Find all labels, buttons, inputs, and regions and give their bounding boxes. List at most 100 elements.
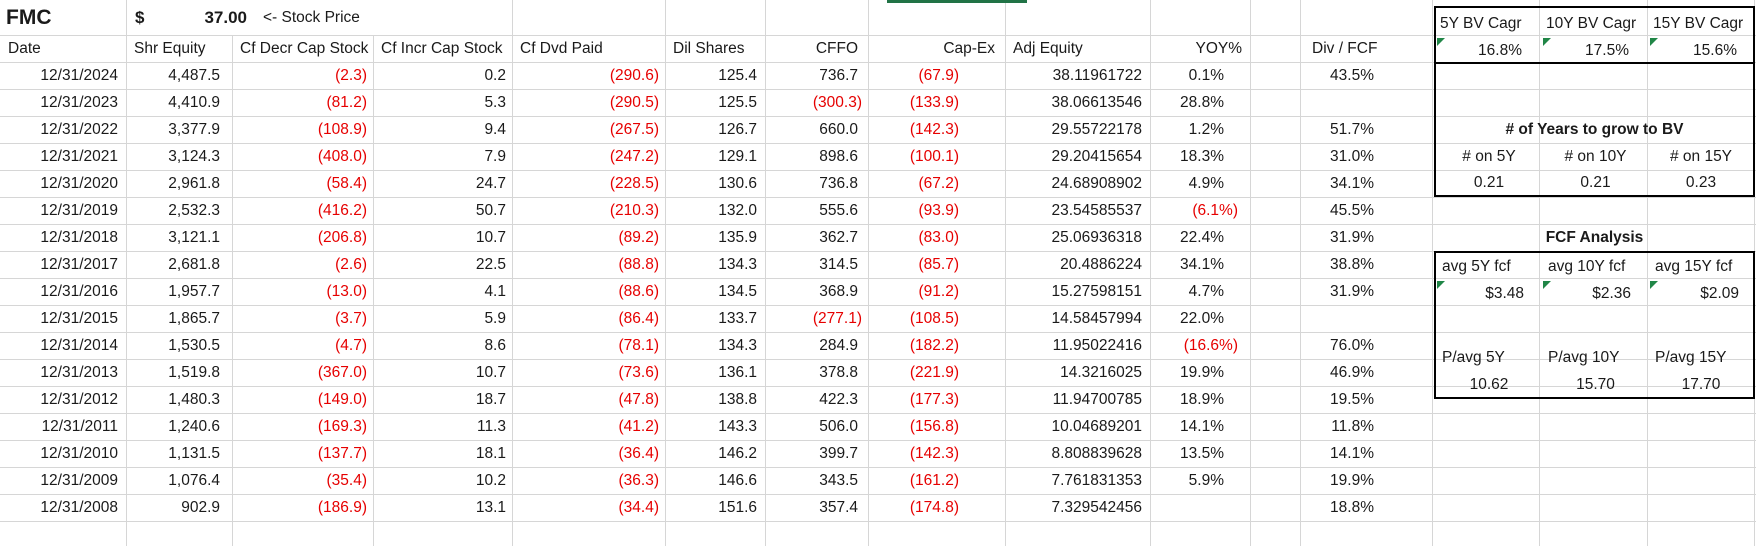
cell-cf-incr-cap-stock[interactable]: 4.1 — [484, 283, 506, 300]
cell-dil-shares[interactable]: 130.6 — [718, 175, 757, 192]
cell-div-fcf[interactable]: 45.5% — [1330, 202, 1374, 219]
cell-date[interactable]: 12/31/2009 — [40, 472, 118, 489]
cell-yoy[interactable]: 13.5% — [1180, 445, 1224, 462]
cell-adj-equity[interactable]: 29.55722178 — [1051, 121, 1142, 138]
cell-yoy[interactable]: 14.1% — [1180, 418, 1224, 435]
cell-cap-ex[interactable]: (67.2) — [918, 175, 960, 192]
bv-cagr-value-10y[interactable]: 17.5% — [1542, 37, 1649, 64]
cell-div-fcf[interactable]: 46.9% — [1330, 364, 1374, 381]
cell-date[interactable]: 12/31/2015 — [40, 310, 118, 327]
cell-yoy[interactable]: (6.1%) — [1192, 202, 1238, 219]
cell-cf-dvd-paid[interactable]: (47.8) — [618, 391, 660, 408]
cell-cap-ex[interactable]: (67.9) — [918, 67, 960, 84]
cell-date[interactable]: 12/31/2022 — [40, 121, 118, 138]
cell-cf-dvd-paid[interactable]: (247.2) — [609, 148, 659, 165]
cell-cf-dvd-paid[interactable]: (36.3) — [618, 472, 660, 489]
cell-shr-equity[interactable]: 1,530.5 — [168, 337, 220, 354]
bv-cagr-header-15y[interactable]: 15Y BV Cagr — [1653, 15, 1744, 32]
cell-adj-equity[interactable]: 25.06936318 — [1051, 229, 1142, 246]
cell-cf-incr-cap-stock[interactable]: 18.1 — [475, 445, 506, 462]
cell-dil-shares[interactable]: 134.3 — [718, 256, 757, 273]
cell-div-fcf[interactable]: 19.5% — [1330, 391, 1374, 408]
cell-dil-shares[interactable]: 126.7 — [718, 121, 757, 138]
cell-adj-equity[interactable]: 20.4886224 — [1060, 256, 1142, 273]
cell-yoy[interactable]: 28.8% — [1180, 94, 1224, 111]
avg-fcf-value-15y[interactable]: $2.09 — [1649, 280, 1753, 307]
cell-date[interactable]: 12/31/2013 — [40, 364, 118, 381]
p-avg-value-15y[interactable]: 17.70 — [1681, 376, 1721, 393]
cell-yoy[interactable]: 19.9% — [1180, 364, 1224, 381]
cell-cap-ex[interactable]: (174.8) — [909, 499, 959, 516]
cell-cf-dvd-paid[interactable]: (290.5) — [609, 94, 659, 111]
column-header-cffo[interactable]: CFFO — [815, 40, 858, 57]
years-header-5y[interactable]: # on 5Y — [1462, 148, 1516, 165]
cell-cf-dvd-paid[interactable]: (41.2) — [618, 418, 660, 435]
cell-cap-ex[interactable]: (83.0) — [918, 229, 960, 246]
p-avg-header-10y[interactable]: P/avg 10Y — [1548, 349, 1620, 366]
cell-div-fcf[interactable]: 51.7% — [1330, 121, 1374, 138]
cell-div-fcf[interactable]: 43.5% — [1330, 67, 1374, 84]
cell-date[interactable]: 12/31/2010 — [40, 445, 118, 462]
avg-fcf-header-5y[interactable]: avg 5Y fcf — [1442, 258, 1511, 275]
cell-cap-ex[interactable]: (93.9) — [918, 202, 960, 219]
cell-adj-equity[interactable]: 29.20415654 — [1051, 148, 1142, 165]
cell-cf-incr-cap-stock[interactable]: 13.1 — [475, 499, 506, 516]
cell-cf-decr-cap-stock[interactable]: (2.3) — [335, 67, 367, 84]
cell-cap-ex[interactable]: (108.5) — [909, 310, 959, 327]
cell-cf-incr-cap-stock[interactable]: 24.7 — [475, 175, 506, 192]
cell-cf-decr-cap-stock[interactable]: (4.7) — [335, 337, 367, 354]
cell-cf-decr-cap-stock[interactable]: (58.4) — [326, 175, 368, 192]
cell-yoy[interactable]: 34.1% — [1180, 256, 1224, 273]
cell-yoy[interactable]: 5.9% — [1188, 472, 1224, 489]
cell-adj-equity[interactable]: 14.58457994 — [1051, 310, 1142, 327]
cell-cap-ex[interactable]: (221.9) — [909, 364, 959, 381]
cell-shr-equity[interactable]: 3,121.1 — [168, 229, 220, 246]
cell-cap-ex[interactable]: (91.2) — [918, 283, 960, 300]
cell-date[interactable]: 12/31/2021 — [40, 148, 118, 165]
cell-cap-ex[interactable]: (142.3) — [909, 121, 959, 138]
cell-shr-equity[interactable]: 4,410.9 — [168, 94, 220, 111]
column-header-div-fcf[interactable]: Div / FCF — [1312, 40, 1378, 57]
cell-yoy[interactable]: 0.1% — [1188, 67, 1224, 84]
cell-cffo[interactable]: 555.6 — [819, 202, 858, 219]
cell-cf-decr-cap-stock[interactable]: (186.9) — [317, 499, 367, 516]
cell-cf-decr-cap-stock[interactable]: (367.0) — [317, 364, 367, 381]
cell-cf-incr-cap-stock[interactable]: 5.9 — [484, 310, 506, 327]
cell-dil-shares[interactable]: 146.6 — [718, 472, 757, 489]
cell-dil-shares[interactable]: 135.9 — [718, 229, 757, 246]
cell-dil-shares[interactable]: 134.3 — [718, 337, 757, 354]
cell-cap-ex[interactable]: (177.3) — [909, 391, 959, 408]
cell-shr-equity[interactable]: 1,076.4 — [168, 472, 220, 489]
bv-cagr-value-5y[interactable]: 16.8% — [1436, 37, 1542, 64]
p-avg-value-5y[interactable]: 10.62 — [1469, 376, 1509, 393]
cell-date[interactable]: 12/31/2024 — [40, 67, 118, 84]
column-header-cf-dvd-paid[interactable]: Cf Dvd Paid — [520, 40, 603, 57]
cell-date[interactable]: 12/31/2011 — [41, 418, 118, 435]
cell-adj-equity[interactable]: 7.761831353 — [1051, 472, 1142, 489]
cell-cf-incr-cap-stock[interactable]: 8.6 — [484, 337, 506, 354]
cell-shr-equity[interactable]: 1,865.7 — [168, 310, 220, 327]
cell-cf-incr-cap-stock[interactable]: 50.7 — [475, 202, 506, 219]
cell-cf-incr-cap-stock[interactable]: 0.2 — [484, 67, 506, 84]
column-header-cap-ex[interactable]: Cap-Ex — [943, 40, 995, 57]
cell-cffo[interactable]: 399.7 — [819, 445, 858, 462]
cell-cf-incr-cap-stock[interactable]: 18.7 — [475, 391, 506, 408]
column-header-date[interactable]: Date — [8, 40, 41, 57]
cell-cffo[interactable]: 422.3 — [819, 391, 858, 408]
cell-cf-dvd-paid[interactable]: (290.6) — [609, 67, 659, 84]
cell-yoy[interactable]: 4.9% — [1188, 175, 1224, 192]
cell-cf-decr-cap-stock[interactable]: (137.7) — [317, 445, 367, 462]
p-avg-header-5y[interactable]: P/avg 5Y — [1442, 349, 1505, 366]
cell-cf-decr-cap-stock[interactable]: (35.4) — [326, 472, 368, 489]
cell-cffo[interactable]: (277.1) — [812, 310, 862, 327]
cell-cf-decr-cap-stock[interactable]: (169.3) — [317, 418, 367, 435]
years-value-15y[interactable]: 0.23 — [1685, 174, 1717, 191]
cell-shr-equity[interactable]: 1,480.3 — [168, 391, 220, 408]
cell-cffo[interactable]: 362.7 — [819, 229, 858, 246]
cell-cf-dvd-paid[interactable]: (34.4) — [618, 499, 660, 516]
cell-shr-equity[interactable]: 902.9 — [181, 499, 220, 516]
years-header-10y[interactable]: # on 10Y — [1564, 148, 1627, 165]
cell-shr-equity[interactable]: 1,957.7 — [168, 283, 220, 300]
cell-cffo[interactable]: 660.0 — [819, 121, 858, 138]
cell-cf-dvd-paid[interactable]: (78.1) — [618, 337, 660, 354]
